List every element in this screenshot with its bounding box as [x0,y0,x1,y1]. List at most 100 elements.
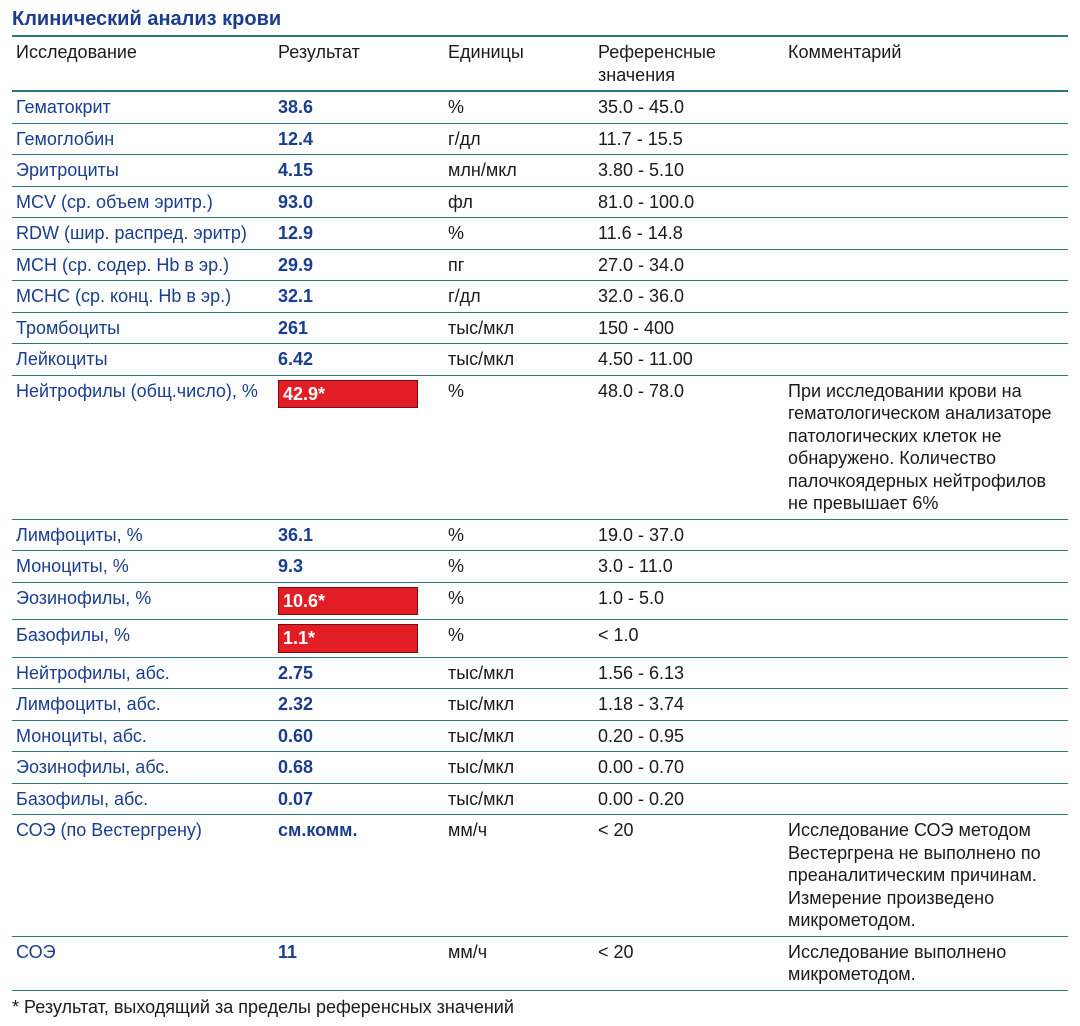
cell-ref-range: 3.0 - 11.0 [594,551,784,583]
cell-ref-range: 1.56 - 6.13 [594,657,784,689]
cell-units: тыс/мкл [444,689,594,721]
cell-result: 6.42 [274,344,444,376]
cell-units: тыс/мкл [444,657,594,689]
table-row: RDW (шир. распред. эритр)12.9%11.6 - 14.… [12,218,1068,250]
cell-test-name: Гематокрит [12,91,274,123]
cell-units: г/дл [444,281,594,313]
cell-result: 4.15 [274,155,444,187]
cell-result: 1.1* [274,620,444,658]
cell-comment [784,91,1068,123]
cell-comment [784,312,1068,344]
cell-ref-range: 19.0 - 37.0 [594,519,784,551]
cell-comment [784,752,1068,784]
cell-units: % [444,91,594,123]
table-row: Эритроциты4.15млн/мкл3.80 - 5.10 [12,155,1068,187]
cell-comment [784,344,1068,376]
cell-test-name: MCHC (ср. конц. Hb в эр.) [12,281,274,313]
cell-test-name: Лимфоциты, абс. [12,689,274,721]
result-flag: 42.9* [278,380,418,409]
cell-result: 2.75 [274,657,444,689]
cell-ref-range: 27.0 - 34.0 [594,249,784,281]
table-header-row: Исследование Результат Единицы Референсн… [12,36,1068,91]
col-header-comment: Комментарий [784,36,1068,91]
table-row: Нейтрофилы (общ.число), %42.9*%48.0 - 78… [12,375,1068,519]
cell-test-name: Моноциты, % [12,551,274,583]
cell-comment [784,519,1068,551]
col-header-ref: Референсные значения [594,36,784,91]
cell-units: пг [444,249,594,281]
table-row: Базофилы, %1.1*%< 1.0 [12,620,1068,658]
cell-units: фл [444,186,594,218]
cell-ref-range: 0.00 - 0.70 [594,752,784,784]
cell-test-name: Базофилы, абс. [12,783,274,815]
table-row: Тромбоциты261тыс/мкл150 - 400 [12,312,1068,344]
cell-ref-range: 48.0 - 78.0 [594,375,784,519]
cell-test-name: Моноциты, абс. [12,720,274,752]
table-row: Эозинофилы, %10.6*%1.0 - 5.0 [12,582,1068,620]
cell-test-name: Эозинофилы, % [12,582,274,620]
cell-test-name: Эритроциты [12,155,274,187]
cell-comment [784,689,1068,721]
cell-comment [784,218,1068,250]
cell-result: 0.07 [274,783,444,815]
cell-result: 2.32 [274,689,444,721]
cell-test-name: Лимфоциты, % [12,519,274,551]
cell-ref-range: < 1.0 [594,620,784,658]
cell-test-name: Тромбоциты [12,312,274,344]
cell-units: % [444,551,594,583]
cell-units: % [444,519,594,551]
cell-test-name: Нейтрофилы, абс. [12,657,274,689]
cell-result: 42.9* [274,375,444,519]
cell-test-name: Нейтрофилы (общ.число), % [12,375,274,519]
cell-comment [784,551,1068,583]
cell-units: % [444,218,594,250]
result-flag: 10.6* [278,587,418,616]
cell-units: мм/ч [444,815,594,937]
cell-ref-range: 150 - 400 [594,312,784,344]
cell-result: 0.60 [274,720,444,752]
cell-result: см.комм. [274,815,444,937]
cell-result: 29.9 [274,249,444,281]
col-header-units: Единицы [444,36,594,91]
cell-result: 36.1 [274,519,444,551]
cell-units: тыс/мкл [444,312,594,344]
table-row: Гемоглобин12.4г/дл11.7 - 15.5 [12,123,1068,155]
cell-comment [784,657,1068,689]
cell-ref-range: 11.7 - 15.5 [594,123,784,155]
cell-ref-range: 35.0 - 45.0 [594,91,784,123]
footnote: * Результат, выходящий за пределы рефере… [12,991,1068,1018]
cell-result: 12.4 [274,123,444,155]
cell-result: 38.6 [274,91,444,123]
cell-test-name: Базофилы, % [12,620,274,658]
cell-ref-range: 0.00 - 0.20 [594,783,784,815]
cell-comment [784,249,1068,281]
cell-ref-range: 1.0 - 5.0 [594,582,784,620]
cell-comment: Исследование СОЭ методом Вестергрена не … [784,815,1068,937]
report-title: Клинический анализ крови [12,8,1068,31]
table-row: Эозинофилы, абс.0.68тыс/мкл0.00 - 0.70 [12,752,1068,784]
cell-comment: Исследование выполнено микрометодом. [784,936,1068,990]
table-row: СОЭ11мм/ч< 20Исследование выполнено микр… [12,936,1068,990]
cell-test-name: RDW (шир. распред. эритр) [12,218,274,250]
cell-units: % [444,582,594,620]
cell-comment [784,281,1068,313]
cell-test-name: MCV (ср. объем эритр.) [12,186,274,218]
table-row: Лимфоциты, %36.1%19.0 - 37.0 [12,519,1068,551]
col-header-name: Исследование [12,36,274,91]
cell-ref-range: 81.0 - 100.0 [594,186,784,218]
cell-units: % [444,620,594,658]
table-row: Лимфоциты, абс.2.32тыс/мкл1.18 - 3.74 [12,689,1068,721]
cell-result: 0.68 [274,752,444,784]
cell-comment [784,582,1068,620]
cell-units: тыс/мкл [444,783,594,815]
table-row: MCH (ср. содер. Hb в эр.)29.9пг27.0 - 34… [12,249,1068,281]
table-row: Лейкоциты6.42тыс/мкл4.50 - 11.00 [12,344,1068,376]
cell-units: тыс/мкл [444,720,594,752]
cell-test-name: Гемоглобин [12,123,274,155]
cell-ref-range: 3.80 - 5.10 [594,155,784,187]
cell-comment: При исследовании крови на гематологическ… [784,375,1068,519]
cell-units: % [444,375,594,519]
cell-ref-range: 32.0 - 36.0 [594,281,784,313]
cell-result: 261 [274,312,444,344]
cell-ref-range: < 20 [594,936,784,990]
